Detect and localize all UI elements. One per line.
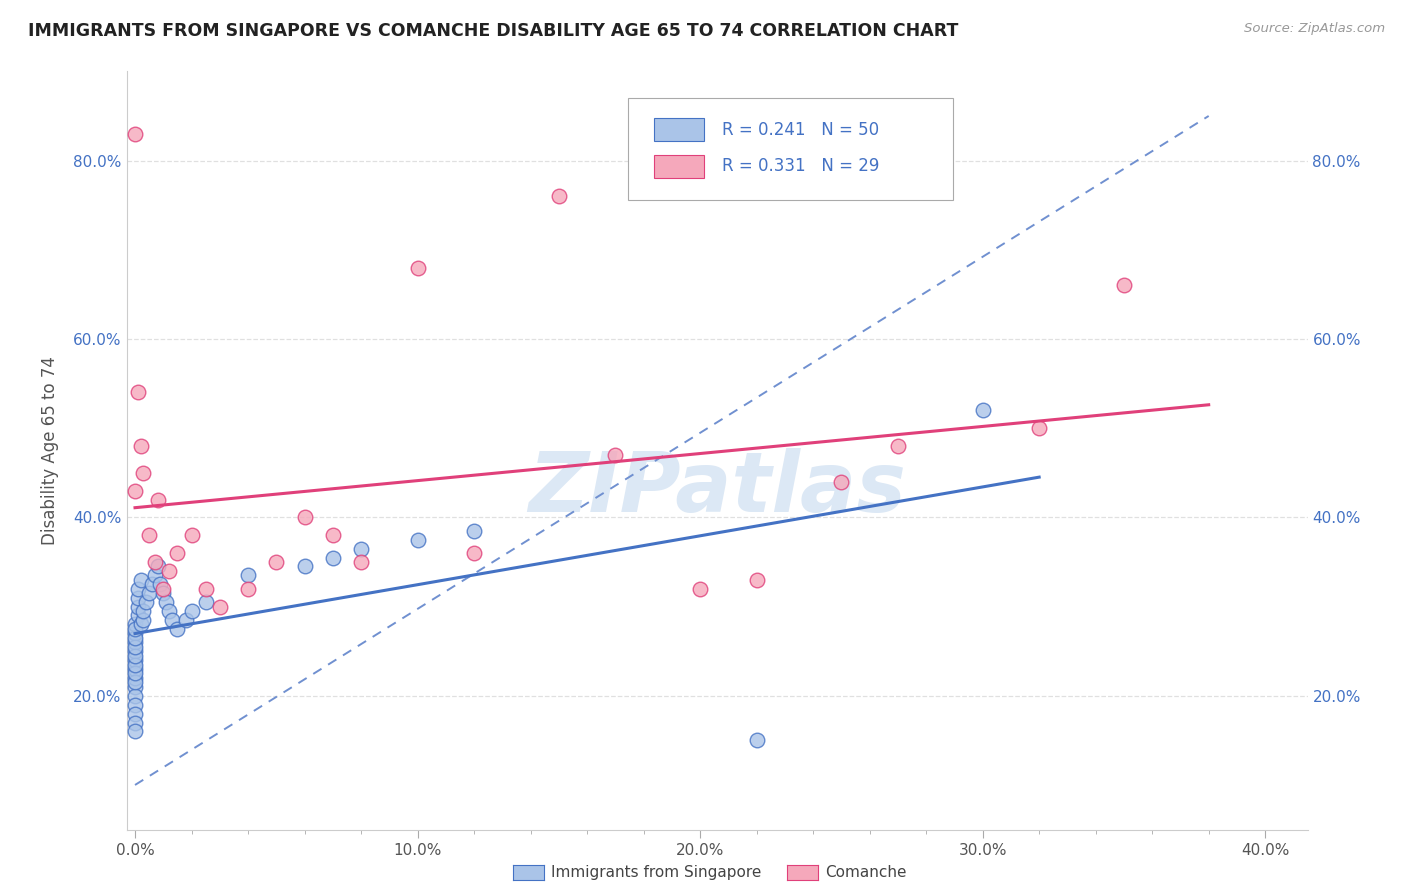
Point (127, 608, 149, 623)
Point (124, 689, 146, 703)
Point (124, 698, 146, 712)
Point (160, 613, 183, 627)
Point (322, 550, 344, 565)
Point (124, 724, 146, 739)
Point (124, 671, 146, 685)
Point (236, 568, 259, 582)
Point (124, 648, 146, 663)
Point (152, 586, 174, 600)
Point (605, 448, 627, 462)
Point (141, 577, 163, 591)
Point (124, 617, 146, 632)
Point (143, 555, 166, 569)
Point (124, 631, 146, 645)
Point (830, 475, 852, 489)
Point (236, 582, 259, 596)
Point (174, 613, 197, 627)
Text: Immigrants from Singapore: Immigrants from Singapore (551, 865, 762, 880)
Point (127, 582, 149, 596)
Point (124, 635, 146, 649)
Point (127, 599, 149, 614)
Point (1028, 421, 1050, 435)
Point (127, 591, 149, 605)
Point (124, 626, 146, 640)
Point (152, 582, 174, 596)
Point (124, 666, 146, 681)
Point (132, 604, 155, 618)
Point (124, 675, 146, 690)
Point (124, 715, 146, 730)
Point (138, 528, 160, 542)
Point (124, 662, 146, 676)
Point (745, 573, 768, 587)
Point (294, 510, 316, 524)
Point (180, 604, 202, 618)
Point (132, 613, 155, 627)
Point (129, 617, 152, 632)
Point (124, 657, 146, 672)
Point (129, 439, 152, 453)
Point (180, 528, 202, 542)
FancyBboxPatch shape (628, 98, 953, 201)
Point (294, 559, 316, 574)
Point (166, 622, 188, 636)
Point (124, 680, 146, 694)
Point (124, 622, 146, 636)
Point (1112, 278, 1135, 293)
Point (157, 564, 180, 578)
Text: ZIPatlas: ZIPatlas (529, 448, 905, 529)
Point (350, 555, 373, 569)
Point (146, 559, 169, 574)
Point (166, 546, 188, 560)
Point (406, 533, 429, 547)
Point (149, 577, 172, 591)
Text: R = 0.331   N = 29: R = 0.331 N = 29 (721, 157, 879, 175)
Point (124, 644, 146, 658)
Point (138, 586, 160, 600)
Text: Comanche: Comanche (825, 865, 907, 880)
Point (322, 528, 344, 542)
Point (124, 483, 146, 498)
Text: Source: ZipAtlas.com: Source: ZipAtlas.com (1244, 22, 1385, 36)
Point (124, 640, 146, 654)
Point (127, 385, 149, 400)
Point (463, 524, 485, 538)
Y-axis label: Disability Age 65 to 74: Disability Age 65 to 74 (41, 356, 59, 545)
Point (350, 541, 373, 556)
Text: R = 0.241   N = 50: R = 0.241 N = 50 (721, 120, 879, 139)
Point (194, 595, 217, 609)
Point (194, 582, 217, 596)
Point (143, 568, 166, 582)
FancyBboxPatch shape (654, 119, 704, 141)
Point (406, 260, 429, 275)
FancyBboxPatch shape (654, 155, 704, 178)
Point (547, 189, 569, 203)
Point (124, 127, 146, 141)
Point (266, 555, 288, 569)
Point (124, 653, 146, 667)
Point (157, 604, 180, 618)
Point (689, 582, 711, 596)
Point (887, 439, 910, 453)
Point (155, 595, 177, 609)
Text: IMMIGRANTS FROM SINGAPORE VS COMANCHE DISABILITY AGE 65 TO 74 CORRELATION CHART: IMMIGRANTS FROM SINGAPORE VS COMANCHE DI… (28, 22, 959, 40)
Point (463, 546, 485, 560)
Point (972, 403, 994, 417)
Point (132, 466, 155, 480)
Point (146, 492, 169, 507)
Point (135, 595, 157, 609)
Point (124, 706, 146, 721)
Point (745, 733, 768, 747)
Point (129, 573, 152, 587)
Point (208, 599, 231, 614)
